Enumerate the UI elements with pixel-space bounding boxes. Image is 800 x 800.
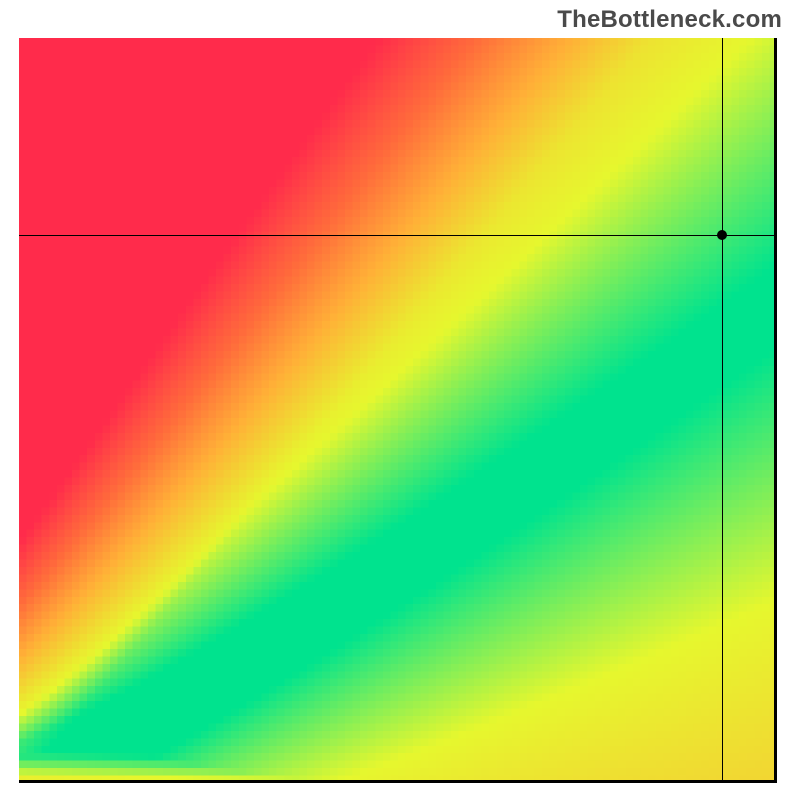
crosshair-marker [717, 230, 727, 240]
crosshair-horizontal [19, 235, 777, 237]
axis-bottom [19, 780, 777, 783]
plot-area [19, 38, 777, 783]
chart-container: TheBottleneck.com [0, 0, 800, 800]
watermark-text: TheBottleneck.com [557, 6, 782, 34]
heatmap-canvas [19, 38, 777, 783]
crosshair-vertical [722, 38, 724, 783]
axis-right [774, 38, 777, 783]
